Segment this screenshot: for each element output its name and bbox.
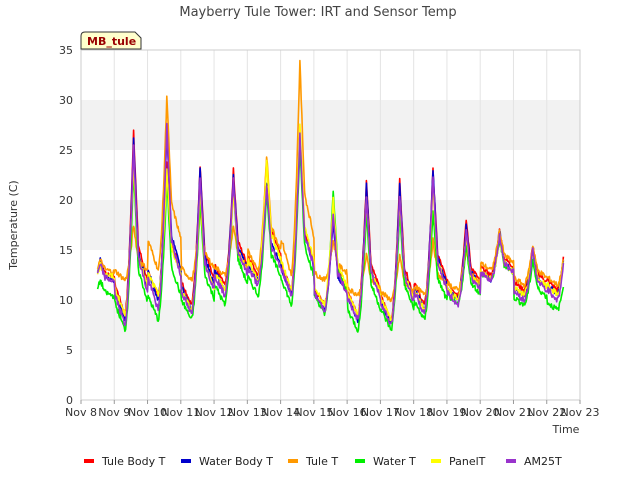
x-tick-label: Nov 18 xyxy=(394,406,433,419)
y-axis-ticks: 0 5 10 15 20 25 30 35 xyxy=(59,44,73,407)
legend-label: PanelT xyxy=(449,455,486,468)
station-badge: MB_tule xyxy=(80,31,142,50)
y-tick-label: 25 xyxy=(59,144,73,157)
x-tick-label: Nov 10 xyxy=(128,406,167,419)
plot-background xyxy=(80,49,581,401)
x-tick-label: Nov 9 xyxy=(98,406,130,419)
legend-label: Tule Body T xyxy=(101,455,166,468)
legend-label: AM25T xyxy=(524,455,562,468)
x-tick-label: Nov 8 xyxy=(65,406,97,419)
series-line-am25t xyxy=(96,122,565,327)
badge-label: MB_tule xyxy=(87,35,136,48)
series-layer xyxy=(96,59,565,333)
x-tick-label: Nov 12 xyxy=(195,406,234,419)
legend-label: Water Body T xyxy=(199,455,273,468)
x-tick-label: Nov 17 xyxy=(361,406,400,419)
legend-label: Tule T xyxy=(305,455,338,468)
y-axis-title: Temperature (C) xyxy=(7,180,20,270)
x-tick-label: Nov 15 xyxy=(294,406,333,419)
grid-band xyxy=(81,100,580,150)
x-axis-title: Time xyxy=(552,423,580,436)
x-tick-label: Nov 21 xyxy=(494,406,533,419)
y-tick-label: 30 xyxy=(59,94,73,107)
legend: Tule Body T Water Body T Tule T Water T Pane… xyxy=(84,455,562,468)
x-tick-label: Nov 19 xyxy=(427,406,466,419)
y-tick-label: 15 xyxy=(59,244,73,257)
y-tick-label: 20 xyxy=(59,194,73,207)
grid-band xyxy=(81,300,580,350)
y-tick-label: 0 xyxy=(66,394,73,407)
y-tick-label: 10 xyxy=(59,294,73,307)
x-tick-label: Nov 11 xyxy=(161,406,200,419)
x-tick-label: Nov 20 xyxy=(461,406,500,419)
chart-title: Mayberry Tule Tower: IRT and Sensor Temp xyxy=(179,5,456,20)
x-tick-label: Nov 14 xyxy=(261,406,300,419)
y-tick-label: 35 xyxy=(59,44,73,57)
x-tick-label: Nov 16 xyxy=(328,406,367,419)
legend-label: Water T xyxy=(373,455,416,468)
x-tick-label: Nov 23 xyxy=(561,406,600,419)
y-tick-label: 5 xyxy=(66,344,73,357)
x-tick-label: Nov 22 xyxy=(527,406,566,419)
x-tick-label: Nov 13 xyxy=(228,406,267,419)
